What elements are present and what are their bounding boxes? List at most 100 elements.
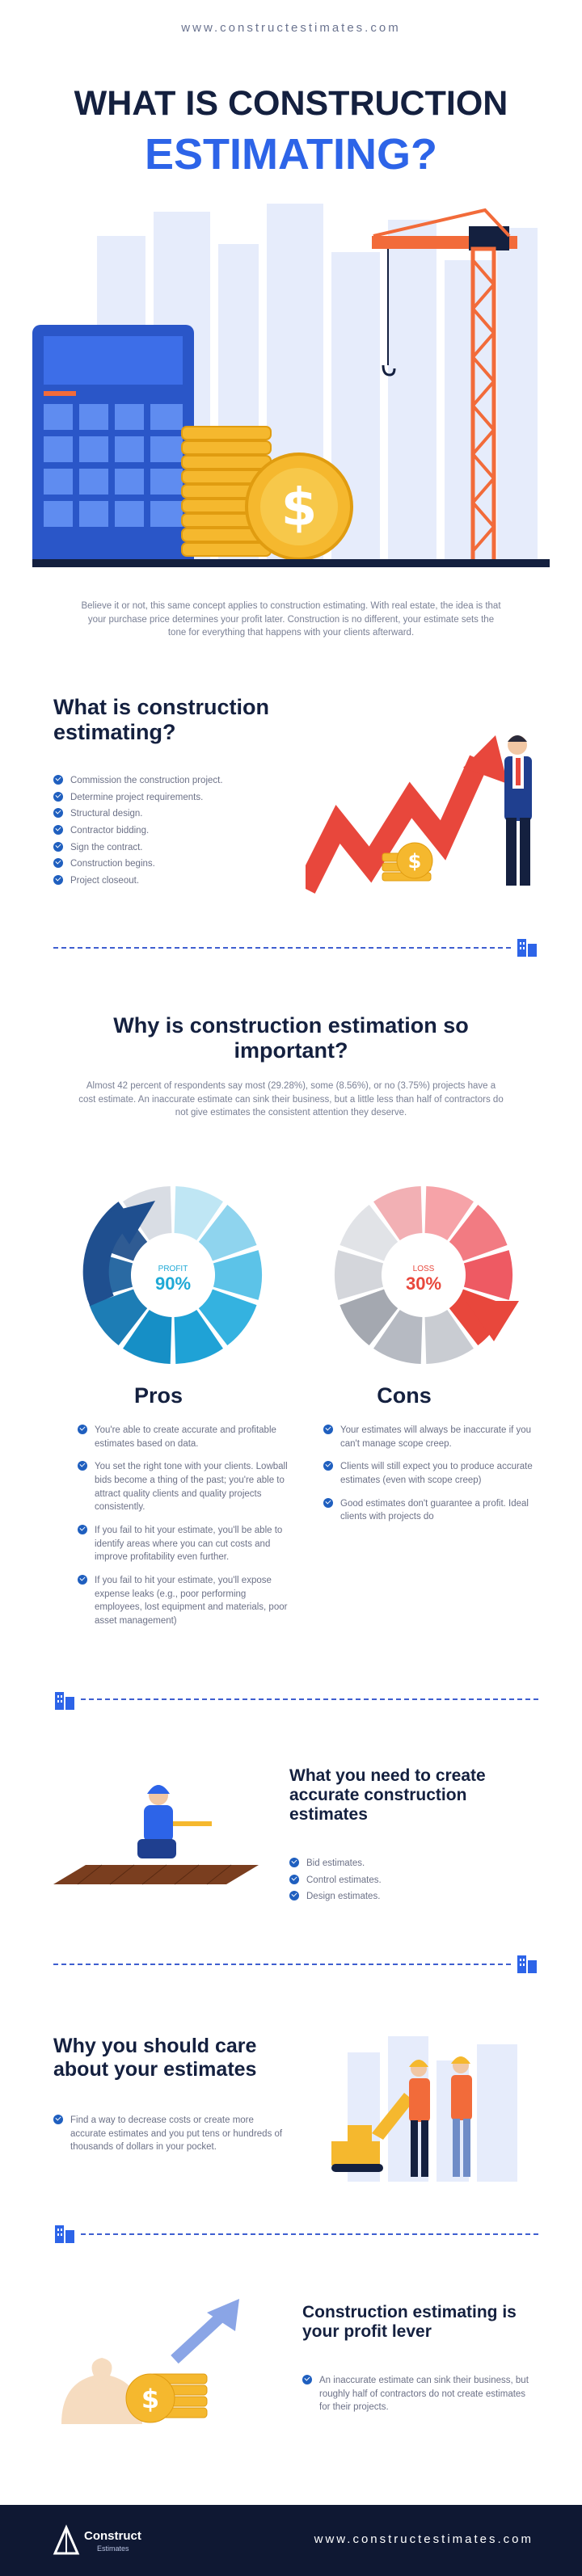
check-icon <box>53 808 63 819</box>
money-growth-illustration: $ <box>61 2299 239 2424</box>
section-divider <box>53 1964 511 1965</box>
donut-segment <box>213 1250 262 1300</box>
list-item: Contractor bidding. <box>53 824 296 838</box>
building-icon <box>517 939 537 957</box>
construct-logo-icon <box>53 2524 80 2555</box>
check-icon <box>78 1525 87 1535</box>
building-icon <box>517 1955 537 1973</box>
check-icon <box>78 1575 87 1585</box>
list-item: Commission the construction project. <box>53 774 296 788</box>
check-icon <box>289 1891 299 1901</box>
donut-segment <box>373 1309 423 1364</box>
list-item: If you fail to hit your estimate, you'll… <box>78 1524 296 1564</box>
svg-text:$: $ <box>408 850 422 873</box>
svg-text:$: $ <box>281 478 318 538</box>
hero-illustration: $ <box>32 204 550 567</box>
svg-text:$: $ <box>141 2384 159 2414</box>
list-item: Clients will still expect you to produce… <box>323 1460 540 1487</box>
building-icon <box>55 1692 74 1710</box>
donut-segment <box>449 1204 508 1261</box>
what-is-list: Commission the construction project. Det… <box>53 774 296 891</box>
check-icon <box>53 858 63 869</box>
lever-list: An inaccurate estimate can sink their bu… <box>302 2374 529 2418</box>
list-item: An inaccurate estimate can sink their bu… <box>302 2374 529 2414</box>
why-title: Why is construction estimation so import… <box>113 1013 469 1063</box>
check-icon <box>53 825 63 836</box>
list-item: Sign the contract. <box>53 841 296 855</box>
loss-label: LOSS <box>413 1265 435 1273</box>
why-text: Almost 42 percent of respondents say mos… <box>78 1081 504 1118</box>
donut-segment <box>424 1309 474 1364</box>
list-item: Your estimates will always be inaccurate… <box>323 1424 540 1450</box>
lever-title: Construction estimating is your profit l… <box>302 2303 517 2342</box>
list-item: Project closeout. <box>53 874 296 888</box>
list-item: You set the right tone with your clients… <box>78 1460 296 1514</box>
donut-segment <box>373 1186 423 1241</box>
donut-segment <box>198 1204 257 1261</box>
growth-arrow-illustration: $ <box>306 735 532 894</box>
check-icon <box>78 1425 87 1434</box>
donut-segment <box>424 1186 474 1241</box>
excavator-icon <box>331 2093 414 2172</box>
businessman-icon <box>504 735 532 886</box>
check-icon <box>323 1461 333 1471</box>
list-item: Control estimates. <box>289 1874 532 1888</box>
profit-arrow-icon <box>108 1201 155 1244</box>
list-item: You're able to create accurate and profi… <box>78 1424 296 1450</box>
check-icon <box>302 2375 312 2384</box>
care-title: Why you should care about your estimates <box>53 2035 257 2081</box>
list-item: Good estimates don't guarantee a profit.… <box>323 1497 540 1524</box>
check-icon <box>289 1858 299 1867</box>
donut-segment <box>89 1289 148 1346</box>
worker-icon <box>451 2056 472 2177</box>
donut-segment <box>335 1250 384 1300</box>
check-icon <box>53 2115 63 2124</box>
loss-donut-chart: LOSS 30% <box>335 1186 519 1364</box>
check-icon <box>323 1425 333 1434</box>
coin-stack-icon: $ <box>181 426 353 561</box>
list-item: Find a way to decrease costs or create m… <box>53 2114 288 2154</box>
profit-value: 90% <box>155 1273 191 1294</box>
donut-segment <box>340 1204 399 1261</box>
need-title: What you need to create accurate constru… <box>289 1766 486 1825</box>
calculator-icon <box>32 325 194 567</box>
check-icon <box>78 1461 87 1471</box>
site-workers-illustration <box>331 2036 517 2182</box>
list-item: Design estimates. <box>289 1890 532 1904</box>
worker-illustration <box>53 1785 259 1885</box>
donut-segment <box>174 1186 223 1241</box>
donut-segment <box>174 1309 223 1364</box>
footer-logo-name: Construct <box>84 2529 141 2543</box>
pros-title: Pros <box>133 1383 183 1408</box>
list-item: Structural design. <box>53 807 296 821</box>
list-item: Bid estimates. <box>289 1857 532 1871</box>
footer: Construct Estimates www.constructestimat… <box>0 2505 582 2576</box>
intro-text: Believe it or not, this same concept app… <box>81 601 501 638</box>
donut-segment <box>198 1289 257 1346</box>
page-title-line1: WHAT IS CONSTRUCTION <box>74 84 508 123</box>
loss-arrow-icon <box>466 1301 519 1341</box>
loss-value: 30% <box>406 1273 441 1294</box>
cons-list: Your estimates will always be inaccurate… <box>323 1424 540 1534</box>
crane-icon <box>372 208 517 567</box>
care-list: Find a way to decrease costs or create m… <box>53 2114 288 2157</box>
need-list: Bid estimates. Control estimates. Design… <box>289 1857 532 1907</box>
check-icon <box>289 1874 299 1884</box>
donut-segment <box>123 1309 172 1364</box>
section-divider <box>81 1698 538 1700</box>
profit-label: PROFIT <box>158 1265 188 1273</box>
donut-segment <box>463 1250 512 1300</box>
check-icon <box>53 775 63 785</box>
check-icon <box>53 841 63 852</box>
section-divider <box>81 2233 538 2235</box>
building-icon <box>55 2225 74 2243</box>
footer-url[interactable]: www.constructestimates.com <box>314 2532 534 2546</box>
header-url[interactable]: www.constructestimates.com <box>181 21 401 35</box>
list-item: Determine project requirements. <box>53 791 296 805</box>
worker-icon <box>409 2060 430 2177</box>
check-icon <box>53 791 63 802</box>
check-icon <box>323 1497 333 1508</box>
list-item: If you fail to hit your estimate, you'll… <box>78 1574 296 1628</box>
list-item: Construction begins. <box>53 857 296 871</box>
page-title-line2: ESTIMATING? <box>145 130 437 179</box>
